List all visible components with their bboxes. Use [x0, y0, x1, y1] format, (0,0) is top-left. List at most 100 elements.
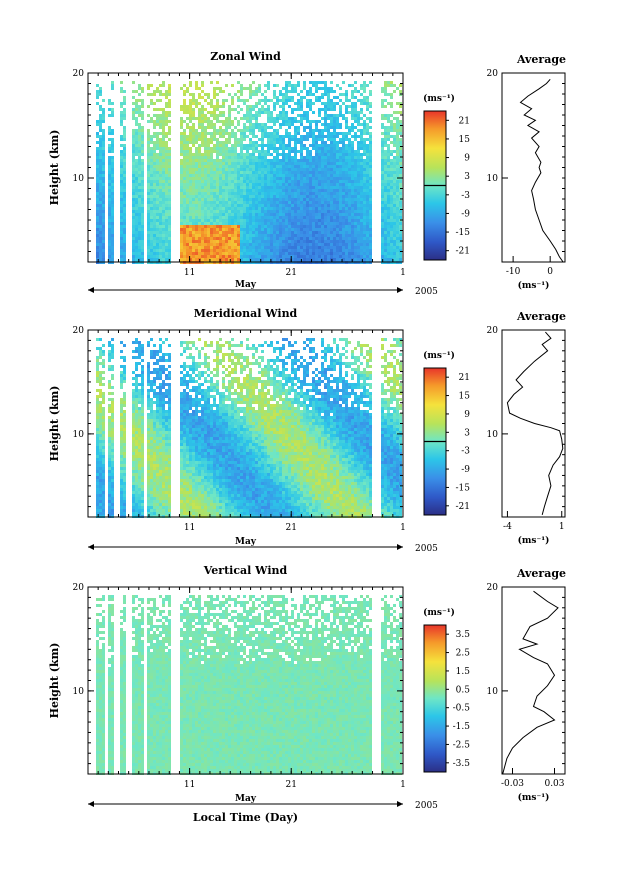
heatmap-cell	[210, 132, 213, 135]
heatmap-cell	[264, 111, 267, 114]
heatmap-cell	[216, 144, 219, 147]
heatmap-cell	[261, 189, 264, 192]
heatmap-cell	[351, 216, 354, 219]
heatmap-cell	[276, 165, 279, 168]
heatmap-cell	[288, 219, 291, 222]
heatmap-cell	[282, 93, 285, 96]
heatmap-cell	[180, 237, 183, 240]
heatmap-cell	[162, 135, 165, 138]
heatmap-cell	[264, 243, 267, 246]
heatmap-cell	[141, 168, 144, 171]
heatmap-cell	[201, 192, 204, 195]
heatmap-cell	[165, 120, 168, 123]
heatmap-cell	[123, 198, 126, 201]
heatmap-cell	[216, 129, 219, 132]
heatmap-cell	[141, 102, 144, 105]
heatmap-cell	[150, 141, 153, 144]
heatmap-cell	[324, 180, 327, 183]
heatmap-cell	[111, 102, 114, 105]
heatmap-cell	[195, 159, 198, 162]
heatmap-cell	[240, 156, 243, 159]
heatmap-cell	[219, 159, 222, 162]
x-tick-label: 11	[184, 268, 195, 278]
heatmap-cell	[309, 93, 312, 96]
heatmap-cell	[369, 144, 372, 147]
heatmap-cell	[159, 219, 162, 222]
heatmap-cell	[333, 204, 336, 207]
heatmap-cell	[201, 237, 204, 240]
heatmap-cell	[156, 213, 159, 216]
heatmap-cell	[249, 189, 252, 192]
heatmap-cell	[213, 180, 216, 183]
heatmap-cell	[261, 216, 264, 219]
heatmap-cell	[141, 117, 144, 120]
heatmap-cell	[282, 144, 285, 147]
heatmap-cell	[369, 102, 372, 105]
heatmap-cell	[303, 129, 306, 132]
heatmap-cell	[342, 189, 345, 192]
heatmap-cell	[300, 153, 303, 156]
heatmap-cell	[354, 234, 357, 237]
heatmap-cell	[102, 392, 105, 395]
heatmap-cell	[264, 258, 267, 261]
heatmap-cell	[303, 222, 306, 225]
heatmap-cell	[243, 171, 246, 174]
heatmap-cell	[249, 147, 252, 150]
heatmap-cell	[384, 249, 387, 252]
heatmap-cell	[300, 90, 303, 93]
heatmap-cell	[168, 222, 171, 225]
heatmap-cell	[393, 177, 396, 180]
heatmap-cell	[381, 213, 384, 216]
heatmap-cell	[333, 114, 336, 117]
heatmap-cell	[246, 252, 249, 255]
heatmap-cell	[330, 132, 333, 135]
heatmap-cell	[120, 177, 123, 180]
heatmap-cell	[384, 81, 387, 84]
heatmap-cell	[327, 117, 330, 120]
heatmap-cell	[306, 240, 309, 243]
heatmap-cell	[102, 365, 105, 368]
heatmap-cell	[276, 207, 279, 210]
heatmap-cell	[237, 171, 240, 174]
heatmap-cell	[264, 171, 267, 174]
heatmap-cell	[96, 497, 99, 500]
heatmap-cell	[321, 168, 324, 171]
heatmap-cell	[156, 144, 159, 147]
heatmap-cell	[309, 213, 312, 216]
heatmap-cell	[279, 99, 282, 102]
heatmap-cell	[189, 219, 192, 222]
heatmap-cell	[210, 159, 213, 162]
heatmap-cell	[285, 114, 288, 117]
heatmap-cell	[399, 174, 402, 177]
heatmap-cell	[99, 237, 102, 240]
heatmap-cell	[318, 183, 321, 186]
heatmap-cell	[210, 228, 213, 231]
heatmap-cell	[273, 174, 276, 177]
heatmap-cell	[273, 216, 276, 219]
heatmap-cell	[339, 222, 342, 225]
heatmap-cell	[222, 132, 225, 135]
heatmap-cell	[102, 407, 105, 410]
heatmap-cell	[306, 180, 309, 183]
heatmap-cell	[111, 201, 114, 204]
heatmap-cell	[294, 231, 297, 234]
heatmap-cell	[315, 120, 318, 123]
heatmap-cell	[111, 243, 114, 246]
heatmap-cell	[270, 99, 273, 102]
heatmap-cell	[339, 210, 342, 213]
heatmap-cell	[132, 204, 135, 207]
heatmap-cell	[240, 249, 243, 252]
heatmap-cell	[330, 225, 333, 228]
heatmap-cell	[339, 198, 342, 201]
heatmap-cell	[96, 485, 99, 488]
heatmap-cell	[189, 207, 192, 210]
heatmap-cell	[156, 114, 159, 117]
heatmap-cell	[384, 258, 387, 261]
heatmap-cell	[285, 165, 288, 168]
heatmap-cell	[291, 216, 294, 219]
heatmap-cell	[216, 93, 219, 96]
heatmap-cell	[330, 216, 333, 219]
heatmap-cell	[240, 219, 243, 222]
heatmap-cell	[207, 237, 210, 240]
heatmap-cell	[135, 186, 138, 189]
